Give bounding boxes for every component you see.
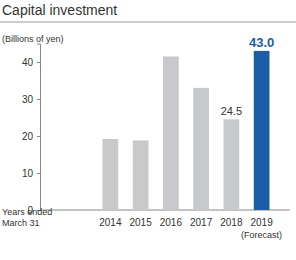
x-axis-title: Years endedMarch 31	[2, 207, 52, 228]
bar	[163, 56, 179, 210]
y-axis: 010203040	[22, 44, 41, 216]
chart-svg: Capital investment(Billions of yen)01020…	[0, 0, 296, 260]
y-tick-label: 40	[22, 57, 34, 68]
title-rule	[0, 22, 296, 23]
y-tick: 30	[22, 94, 40, 105]
data-label: 24.5	[221, 105, 242, 117]
x-tick-label: 2016	[160, 217, 183, 228]
x-tick-label-line: 2019	[250, 217, 273, 228]
y-tick-label: 20	[22, 131, 34, 142]
y-tick-mark	[37, 173, 40, 174]
chart-container: Capital investment(Billions of yen)01020…	[0, 0, 296, 260]
y-tick: 40	[22, 57, 40, 68]
y-tick-mark	[37, 99, 40, 100]
bar	[193, 88, 209, 210]
x-tick-label: 2017	[190, 217, 213, 228]
y-tick: 20	[22, 131, 40, 142]
chart-title: Capital investment	[2, 2, 117, 18]
x-tick-label-line: 2017	[190, 217, 213, 228]
y-tick-label: 30	[22, 94, 34, 105]
x-tick-label: 2019 (Forecast)	[241, 217, 282, 240]
bars	[103, 51, 270, 210]
y-axis-title: (Billions of yen)	[2, 34, 64, 44]
y-tick: 10	[22, 168, 40, 179]
y-tick-label: 10	[22, 168, 34, 179]
x-tick-label-line: 2015	[130, 217, 153, 228]
y-tick-mark	[37, 62, 40, 63]
x-tick-label-line: (Forecast)	[241, 230, 282, 240]
x-axis-title-line: March 31	[2, 218, 40, 228]
x-tick-label-line: 2018	[220, 217, 243, 228]
data-label: 43.0	[249, 35, 274, 50]
x-tick-label-line: 2016	[160, 217, 183, 228]
bar	[254, 51, 270, 210]
x-axis-title-line: Years ended	[2, 207, 52, 217]
bar	[224, 119, 240, 210]
x-tick-label-line: 2014	[99, 217, 122, 228]
bar	[103, 139, 119, 210]
x-tick-label: 2014	[99, 217, 122, 228]
y-tick-mark	[37, 136, 40, 137]
x-tick-label: 2015	[130, 217, 153, 228]
x-tick-label: 2018	[220, 217, 243, 228]
bar	[133, 140, 149, 210]
y-axis-line	[37, 44, 41, 211]
